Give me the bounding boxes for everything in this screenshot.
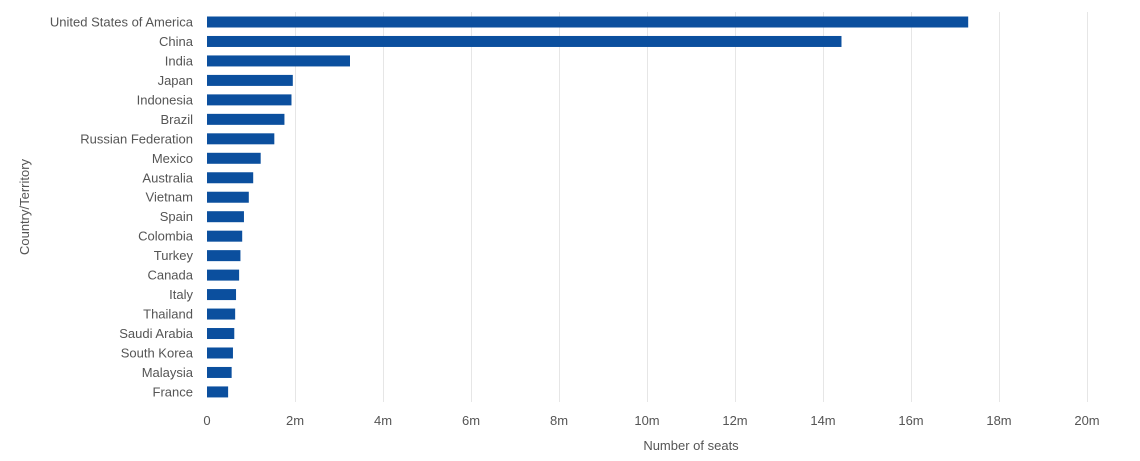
bar[interactable] bbox=[207, 191, 249, 203]
category-label: Turkey bbox=[154, 248, 194, 263]
category-label: France bbox=[153, 384, 193, 399]
category-label: Russian Federation bbox=[80, 131, 193, 146]
bar[interactable] bbox=[207, 133, 275, 145]
bar[interactable] bbox=[207, 152, 261, 164]
x-tick-label: 0 bbox=[203, 413, 210, 428]
category-label: Saudi Arabia bbox=[119, 326, 193, 341]
bar[interactable] bbox=[207, 250, 241, 262]
bar[interactable] bbox=[207, 211, 244, 223]
category-label: Malaysia bbox=[142, 365, 194, 380]
y-axis-title: Country/Territory bbox=[17, 158, 32, 255]
bars bbox=[207, 16, 969, 398]
grid-lines bbox=[295, 12, 1088, 402]
category-label: China bbox=[159, 34, 194, 49]
x-tick-label: 4m bbox=[374, 413, 392, 428]
bar[interactable] bbox=[207, 94, 292, 106]
bar[interactable] bbox=[207, 308, 236, 320]
x-tick-label: 18m bbox=[986, 413, 1011, 428]
bar[interactable] bbox=[207, 269, 240, 281]
bar[interactable] bbox=[207, 35, 842, 47]
category-label: Canada bbox=[147, 268, 193, 283]
x-tick-label: 16m bbox=[898, 413, 923, 428]
category-label: Brazil bbox=[160, 112, 193, 127]
x-tick-label: 20m bbox=[1074, 413, 1099, 428]
bar[interactable] bbox=[207, 16, 969, 28]
category-label: Indonesia bbox=[137, 92, 194, 107]
x-axis-title: Number of seats bbox=[643, 438, 739, 453]
category-label: India bbox=[165, 53, 194, 68]
bar[interactable] bbox=[207, 172, 254, 184]
bar[interactable] bbox=[207, 289, 237, 301]
bar[interactable] bbox=[207, 55, 350, 67]
category-label: Vietnam bbox=[146, 190, 193, 205]
category-label: Italy bbox=[169, 287, 193, 302]
bar[interactable] bbox=[207, 386, 229, 398]
category-label: Mexico bbox=[152, 151, 193, 166]
bar[interactable] bbox=[207, 347, 233, 359]
x-tick-label: 8m bbox=[550, 413, 568, 428]
x-tick-label: 12m bbox=[722, 413, 747, 428]
category-label: Thailand bbox=[143, 307, 193, 322]
category-label: Spain bbox=[160, 209, 193, 224]
x-tick-labels: 0 2m 4m 6m 8m 10m 12m 14m 16m 18m 20m bbox=[203, 413, 1099, 428]
x-tick-label: 6m bbox=[462, 413, 480, 428]
category-label: United States of America bbox=[50, 15, 194, 30]
category-label: Japan bbox=[158, 73, 193, 88]
bar[interactable] bbox=[207, 230, 243, 242]
category-label: South Korea bbox=[121, 345, 194, 360]
category-label: Australia bbox=[142, 170, 193, 185]
bar[interactable] bbox=[207, 74, 293, 86]
x-tick-label: 10m bbox=[634, 413, 659, 428]
category-labels: United States of America China India Japan I… bbox=[50, 15, 194, 400]
x-tick-label: 14m bbox=[810, 413, 835, 428]
bar[interactable] bbox=[207, 113, 285, 125]
x-tick-label: 2m bbox=[286, 413, 304, 428]
bar[interactable] bbox=[207, 328, 235, 340]
category-label: Colombia bbox=[138, 229, 194, 244]
bar[interactable] bbox=[207, 366, 232, 378]
